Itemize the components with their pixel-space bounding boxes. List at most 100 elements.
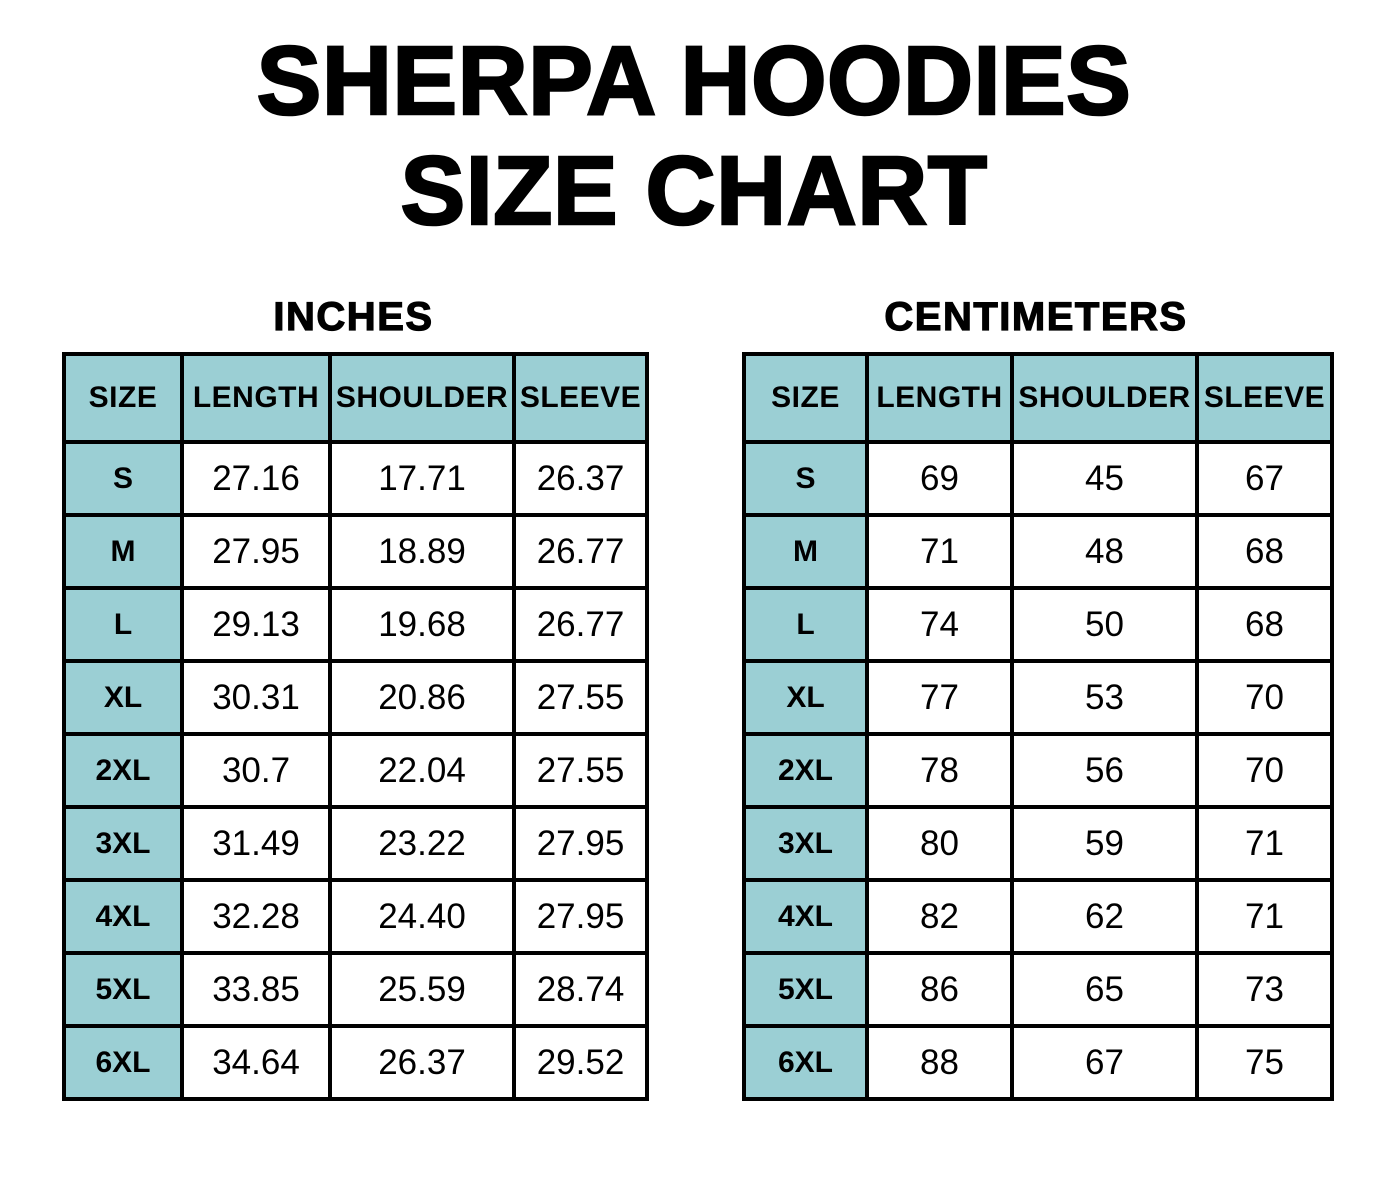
sleeve-cell: 68: [1195, 513, 1334, 590]
size-cell: 6XL: [62, 1024, 184, 1101]
shoulder-cell: 26.37: [328, 1024, 516, 1101]
length-cell: 32.28: [180, 878, 332, 955]
shoulder-cell: 67: [1010, 1024, 1199, 1101]
sleeve-cell: 70: [1195, 732, 1334, 809]
size-cell: 6XL: [742, 1024, 869, 1101]
shoulder-cell: 45: [1010, 440, 1199, 517]
length-cell: 78: [865, 732, 1014, 809]
centimeters-size-table: SIZE LENGTH SHOULDER SLEEVE S 69 45 67 M…: [742, 352, 1334, 1101]
page-title-line1: SHERPA HOODIES: [255, 25, 1132, 136]
table-row: 6XL 88 67 75: [742, 1024, 1334, 1101]
column-header-sleeve: SLEEVE: [512, 352, 649, 444]
sleeve-cell: 71: [1195, 805, 1334, 882]
table-header-row: SIZE LENGTH SHOULDER SLEEVE: [62, 352, 649, 444]
table-row: 3XL 80 59 71: [742, 805, 1334, 882]
inches-size-table: SIZE LENGTH SHOULDER SLEEVE S 27.16 17.7…: [62, 352, 649, 1101]
length-cell: 88: [865, 1024, 1014, 1101]
table-row: 4XL 82 62 71: [742, 878, 1334, 955]
sleeve-cell: 27.95: [512, 805, 649, 882]
length-cell: 69: [865, 440, 1014, 517]
table-row: M 71 48 68: [742, 513, 1334, 590]
column-header-shoulder: SHOULDER: [1010, 352, 1199, 444]
table-header-row: SIZE LENGTH SHOULDER SLEEVE: [742, 352, 1334, 444]
sleeve-cell: 26.77: [512, 513, 649, 590]
page-title-line2: SIZE CHART: [399, 134, 988, 245]
shoulder-cell: 59: [1010, 805, 1199, 882]
size-cell: M: [62, 513, 184, 590]
size-cell: 3XL: [62, 805, 184, 882]
size-cell: S: [62, 440, 184, 517]
table-row: 3XL 31.49 23.22 27.95: [62, 805, 649, 882]
shoulder-cell: 20.86: [328, 659, 516, 736]
size-cell: 5XL: [742, 951, 869, 1028]
sleeve-cell: 28.74: [512, 951, 649, 1028]
table-row: XL 77 53 70: [742, 659, 1334, 736]
length-cell: 77: [865, 659, 1014, 736]
column-header-size: SIZE: [62, 352, 184, 444]
shoulder-cell: 53: [1010, 659, 1199, 736]
length-cell: 30.31: [180, 659, 332, 736]
shoulder-cell: 19.68: [328, 586, 516, 663]
length-cell: 71: [865, 513, 1014, 590]
table-row: L 29.13 19.68 26.77: [62, 586, 649, 663]
size-cell: M: [742, 513, 869, 590]
table-row: M 27.95 18.89 26.77: [62, 513, 649, 590]
shoulder-cell: 17.71: [328, 440, 516, 517]
table-row: 2XL 30.7 22.04 27.55: [62, 732, 649, 809]
shoulder-cell: 48: [1010, 513, 1199, 590]
size-cell: L: [742, 586, 869, 663]
shoulder-cell: 22.04: [328, 732, 516, 809]
centimeters-table-caption: CENTIMETERS: [884, 294, 1188, 339]
table-row: 4XL 32.28 24.40 27.95: [62, 878, 649, 955]
shoulder-cell: 56: [1010, 732, 1199, 809]
length-cell: 86: [865, 951, 1014, 1028]
sleeve-cell: 27.95: [512, 878, 649, 955]
length-cell: 29.13: [180, 586, 332, 663]
size-cell: 2XL: [62, 732, 184, 809]
size-cell: 2XL: [742, 732, 869, 809]
sleeve-cell: 26.37: [512, 440, 649, 517]
length-cell: 30.7: [180, 732, 332, 809]
shoulder-cell: 23.22: [328, 805, 516, 882]
shoulder-cell: 62: [1010, 878, 1199, 955]
inches-table-caption: INCHES: [273, 294, 434, 339]
sleeve-cell: 70: [1195, 659, 1334, 736]
column-header-sleeve: SLEEVE: [1195, 352, 1334, 444]
shoulder-cell: 65: [1010, 951, 1199, 1028]
length-cell: 33.85: [180, 951, 332, 1028]
length-cell: 80: [865, 805, 1014, 882]
table-row: XL 30.31 20.86 27.55: [62, 659, 649, 736]
length-cell: 34.64: [180, 1024, 332, 1101]
sleeve-cell: 71: [1195, 878, 1334, 955]
table-row: 5XL 86 65 73: [742, 951, 1334, 1028]
size-cell: 4XL: [62, 878, 184, 955]
sleeve-cell: 75: [1195, 1024, 1334, 1101]
length-cell: 27.95: [180, 513, 332, 590]
sleeve-cell: 26.77: [512, 586, 649, 663]
shoulder-cell: 24.40: [328, 878, 516, 955]
shoulder-cell: 18.89: [328, 513, 516, 590]
sleeve-cell: 29.52: [512, 1024, 649, 1101]
sleeve-cell: 73: [1195, 951, 1334, 1028]
table-row: 6XL 34.64 26.37 29.52: [62, 1024, 649, 1101]
sleeve-cell: 27.55: [512, 732, 649, 809]
page-title: SHERPA HOODIES SIZE CHART: [0, 25, 1388, 246]
shoulder-cell: 25.59: [328, 951, 516, 1028]
shoulder-cell: 50: [1010, 586, 1199, 663]
size-cell: 4XL: [742, 878, 869, 955]
sleeve-cell: 67: [1195, 440, 1334, 517]
column-header-length: LENGTH: [865, 352, 1014, 444]
table-row: 5XL 33.85 25.59 28.74: [62, 951, 649, 1028]
size-cell: 5XL: [62, 951, 184, 1028]
column-header-shoulder: SHOULDER: [328, 352, 516, 444]
table-row: S 69 45 67: [742, 440, 1334, 517]
table-row: L 74 50 68: [742, 586, 1334, 663]
table-row: 2XL 78 56 70: [742, 732, 1334, 809]
sleeve-cell: 27.55: [512, 659, 649, 736]
length-cell: 31.49: [180, 805, 332, 882]
size-cell: XL: [62, 659, 184, 736]
size-cell: 3XL: [742, 805, 869, 882]
length-cell: 27.16: [180, 440, 332, 517]
column-header-length: LENGTH: [180, 352, 332, 444]
sleeve-cell: 68: [1195, 586, 1334, 663]
